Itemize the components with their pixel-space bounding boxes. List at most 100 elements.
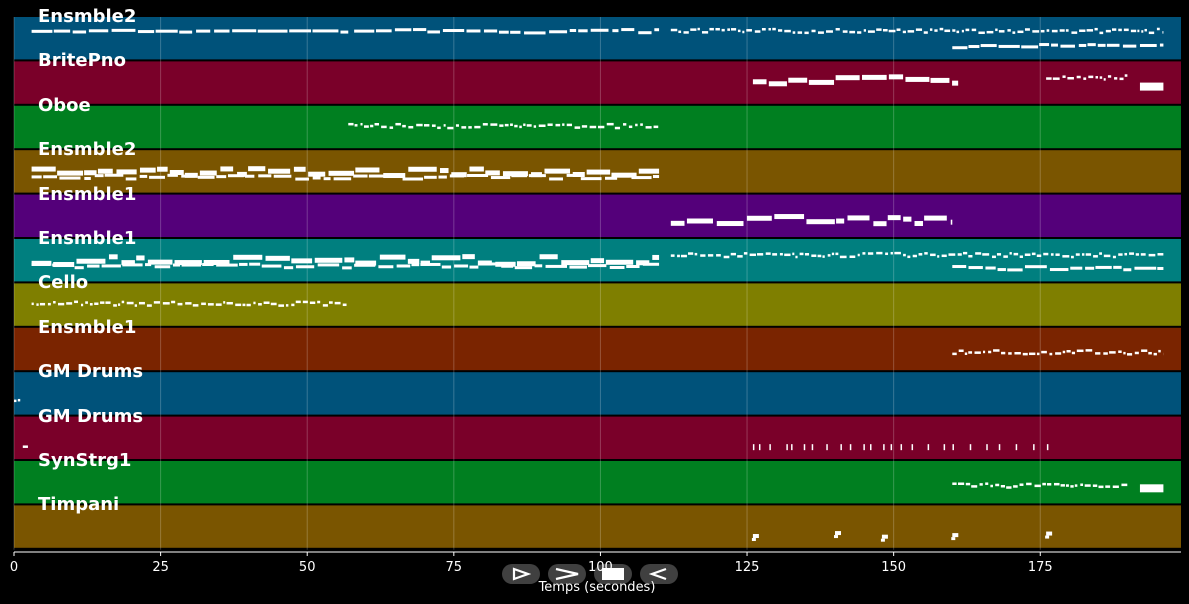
note-mark: [1088, 75, 1094, 79]
note-mark: [317, 263, 340, 267]
note-mark: [723, 255, 730, 259]
note-mark: [863, 444, 865, 451]
track-label: Oboe: [38, 94, 91, 116]
note-mark: [291, 303, 295, 307]
note-mark: [94, 302, 99, 305]
note-mark: [207, 303, 214, 306]
note-mark: [1001, 351, 1006, 355]
note-mark: [1118, 28, 1122, 32]
note-mark: [314, 257, 343, 263]
note-mark: [454, 264, 469, 268]
note-mark: [907, 255, 911, 259]
note-mark: [545, 264, 568, 268]
note-mark: [985, 266, 996, 270]
note-mark: [408, 166, 437, 172]
note-mark: [323, 177, 331, 181]
note-mark: [1124, 74, 1128, 77]
note-mark: [498, 30, 509, 34]
note-mark: [670, 28, 678, 32]
note-mark: [849, 30, 856, 34]
note-mark: [561, 260, 590, 266]
note-mark: [772, 27, 776, 31]
note-mark: [88, 29, 109, 33]
note-mark: [609, 265, 625, 269]
note-mark: [952, 29, 956, 32]
note-mark: [1109, 351, 1116, 354]
note-mark: [1043, 252, 1049, 256]
note-mark: [900, 444, 903, 451]
note-mark: [1097, 43, 1106, 47]
note-mark: [239, 262, 248, 266]
note-mark: [956, 30, 960, 34]
note-mark: [826, 444, 828, 451]
note-mark: [474, 125, 481, 129]
note-mark: [490, 123, 498, 126]
play-button[interactable]: [502, 564, 540, 584]
rewind-button[interactable]: [640, 564, 678, 584]
note-mark: [85, 301, 88, 304]
note-mark: [302, 300, 308, 304]
note-mark: [89, 303, 93, 306]
note-mark: [985, 482, 989, 485]
note-mark: [1099, 76, 1103, 79]
note-mark: [569, 265, 587, 269]
note-mark: [1017, 30, 1024, 34]
track-lane: [14, 17, 1181, 60]
note-mark: [1007, 268, 1023, 272]
note-mark: [941, 254, 947, 258]
note-mark: [950, 219, 953, 225]
tick-label: 150: [881, 560, 907, 575]
note-mark: [43, 175, 58, 179]
note-mark: [943, 444, 946, 451]
forward-button[interactable]: [548, 564, 586, 584]
note-mark: [754, 30, 761, 33]
note-mark: [690, 28, 697, 31]
note-mark: [924, 252, 928, 255]
note-mark: [424, 175, 437, 179]
note-mark: [1105, 29, 1111, 33]
note-mark: [411, 263, 420, 267]
note-mark: [121, 260, 135, 266]
note-mark: [17, 398, 21, 402]
note-mark: [694, 252, 698, 256]
note-mark: [499, 124, 504, 127]
note-mark: [882, 28, 888, 32]
note-mark: [1129, 252, 1134, 255]
note-mark: [952, 533, 959, 538]
note-mark: [431, 124, 436, 127]
note-mark: [902, 30, 906, 34]
note-mark: [749, 253, 756, 257]
note-mark: [869, 444, 872, 451]
stop-button[interactable]: [594, 564, 632, 584]
note-mark: [355, 260, 377, 266]
note-mark: [1153, 352, 1157, 356]
note-mark: [1137, 29, 1140, 33]
note-mark: [619, 174, 630, 178]
note-mark: [379, 254, 406, 260]
note-mark: [636, 260, 650, 266]
note-mark: [495, 261, 516, 267]
note-mark: [990, 484, 993, 488]
note-mark: [424, 124, 430, 127]
note-mark: [638, 31, 652, 35]
note-mark: [317, 300, 321, 304]
note-mark: [312, 29, 339, 33]
note-mark: [468, 126, 472, 129]
note-mark: [1122, 44, 1137, 48]
note-mark: [918, 253, 923, 256]
tick-label: 125: [734, 560, 760, 575]
note-mark: [1123, 28, 1129, 32]
note-mark: [402, 124, 406, 128]
note-mark: [635, 123, 638, 127]
note-mark: [876, 251, 883, 255]
note-mark: [927, 444, 930, 451]
note-mark: [482, 262, 499, 266]
note-mark: [1046, 531, 1053, 536]
note-mark: [1009, 252, 1012, 255]
note-mark: [1112, 485, 1119, 489]
note-mark: [905, 76, 930, 82]
note-mark: [295, 300, 301, 304]
track-lane: [14, 372, 1181, 415]
note-mark: [589, 125, 597, 129]
note-mark: [752, 534, 759, 539]
